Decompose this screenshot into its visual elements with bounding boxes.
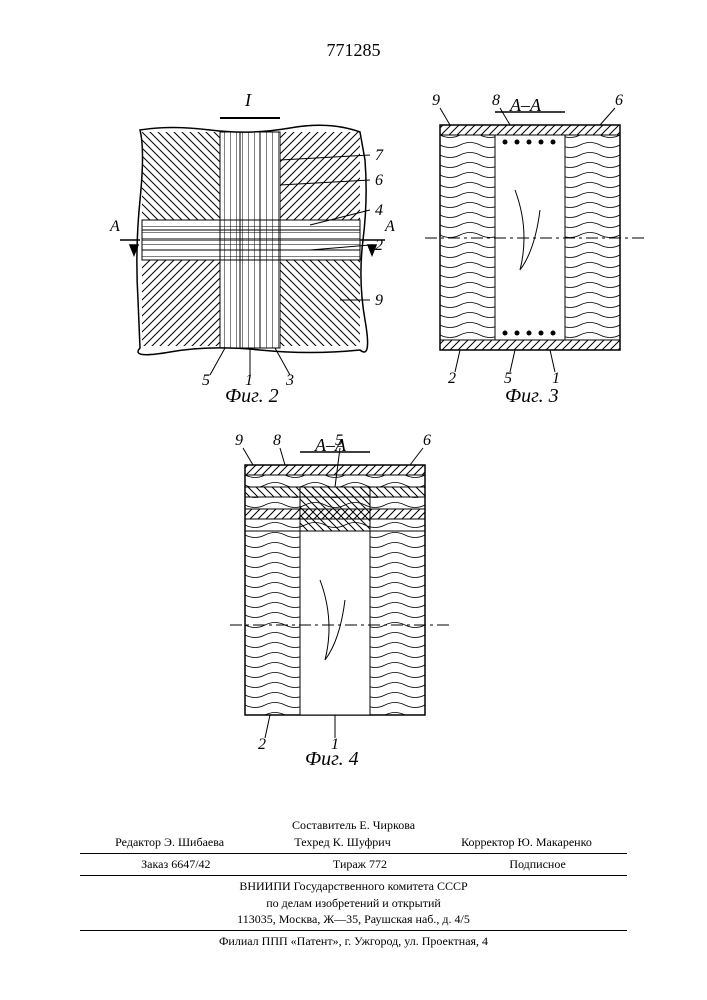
footer-org2: по делам изобретений и открытий bbox=[0, 895, 707, 912]
fig3-svg bbox=[420, 100, 650, 390]
page-number: 771285 bbox=[0, 40, 707, 61]
footer-compiler: Составитель Е. Чиркова bbox=[0, 817, 707, 834]
fig2-A-right: A bbox=[385, 218, 395, 236]
fig3-ref-6: 6 bbox=[615, 92, 623, 110]
fig3-ref-2: 2 bbox=[448, 370, 456, 388]
fig2-caption: Фиг. 2 bbox=[225, 385, 279, 408]
fig2-ref-6: 6 bbox=[375, 172, 383, 190]
footer-addr: 113035, Москва, Ж—35, Раушская наб., д. … bbox=[0, 911, 707, 928]
footer-signed: Подписное bbox=[509, 856, 566, 873]
fig2-section-top: I bbox=[245, 90, 251, 111]
footer-tech: Техред К. Шуфрич bbox=[294, 834, 390, 851]
footer-editor: Редактор Э. Шибаева bbox=[115, 834, 224, 851]
fig3-ref-8: 8 bbox=[492, 92, 500, 110]
fig4-svg bbox=[225, 440, 455, 750]
fig3-caption: Фиг. 3 bbox=[505, 385, 559, 408]
fig2-ref-4: 4 bbox=[375, 202, 383, 220]
fig4-ref-2: 2 bbox=[258, 736, 266, 754]
fig2-ref-9: 9 bbox=[375, 292, 383, 310]
fig3-ref-9: 9 bbox=[432, 92, 440, 110]
fig2-ref-2: 2 bbox=[375, 237, 383, 255]
footer-corrector: Корректор Ю. Макаренко bbox=[461, 834, 592, 851]
fig2-A-left: A bbox=[110, 218, 120, 236]
footer-order: Заказ 6647/42 bbox=[141, 856, 210, 873]
figure-3: A–A 9 8 6 2 5 1 Фиг. 3 bbox=[420, 100, 650, 410]
fig2-ref-5: 5 bbox=[202, 372, 210, 390]
fig3-section-top: A–A bbox=[510, 95, 541, 116]
fig4-ref-6: 6 bbox=[423, 432, 431, 450]
fig4-ref-5: 5 bbox=[335, 432, 343, 450]
fig4-ref-9: 9 bbox=[235, 432, 243, 450]
footer: Составитель Е. Чиркова Редактор Э. Шибае… bbox=[0, 817, 707, 950]
fig4-ref-8: 8 bbox=[273, 432, 281, 450]
footer-tirage: Тираж 772 bbox=[333, 856, 387, 873]
footer-org1: ВНИИПИ Государственного комитета СССР bbox=[0, 878, 707, 895]
footer-branch: Филиал ППП «Патент», г. Ужгород, ул. Про… bbox=[0, 933, 707, 950]
fig2-ref-3: 3 bbox=[286, 372, 294, 390]
figure-4: A–A 9 8 5 6 2 1 Фиг. 4 bbox=[225, 440, 455, 770]
fig2-ref-7: 7 bbox=[375, 147, 383, 165]
fig4-caption: Фиг. 4 bbox=[305, 748, 359, 771]
fig2-svg bbox=[110, 100, 400, 390]
figure-2: I bbox=[110, 100, 400, 410]
